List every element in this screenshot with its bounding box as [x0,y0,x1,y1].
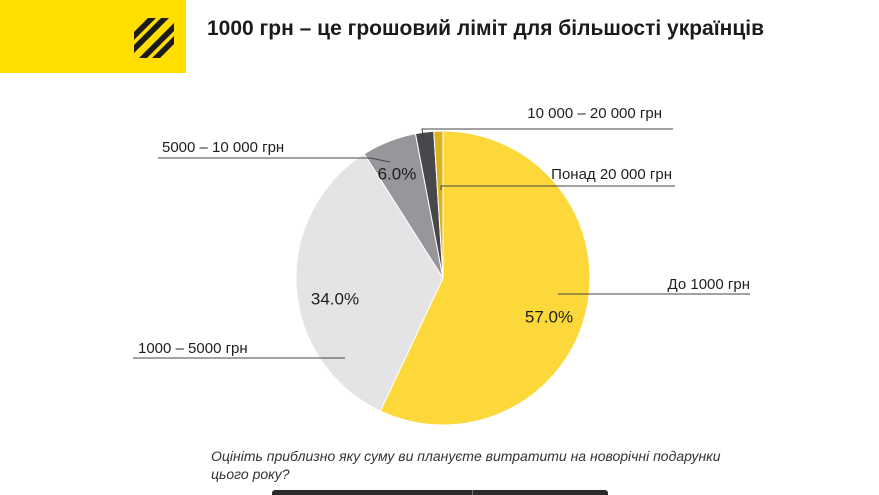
category-label-1: 1000 – 5000 грн [138,340,248,357]
pie-slice-0 [379,130,591,426]
pie-labels: 57.0% До 1000 грн 34.0% 1000 – 5000 грн 6.0%… [138,105,750,357]
callout-line-3 [421,128,673,148]
category-label-2: 5000 – 10 000 грн [162,139,284,156]
callout-line-2 [158,157,391,163]
category-label-4: Понад 20 000 грн [551,166,672,183]
logo-block [0,0,186,73]
callout-lines [133,128,750,359]
category-label-3: 10 000 – 20 000 грн [527,105,662,122]
pie-slices [295,130,591,426]
slice-value-label-1: 34.0% [311,289,359,308]
bottom-control-bar[interactable] [272,490,608,495]
slice-value-label-0: 57.0% [525,307,573,326]
callout-line-4 [440,185,675,190]
chart-title: 1000 грн – це грошовий ліміт для більшос… [207,17,764,40]
bottom-bar-divider [472,490,473,495]
slice-value-label-2: 6.0% [378,164,417,183]
diagonal-stripes-logo-icon [134,18,174,58]
pie-slice-1 [295,153,444,412]
pie-slice-4 [433,130,444,279]
survey-question: Оцініть приблизно яку суму ви плануєте в… [211,448,721,482]
category-label-0: До 1000 грн [668,276,750,293]
